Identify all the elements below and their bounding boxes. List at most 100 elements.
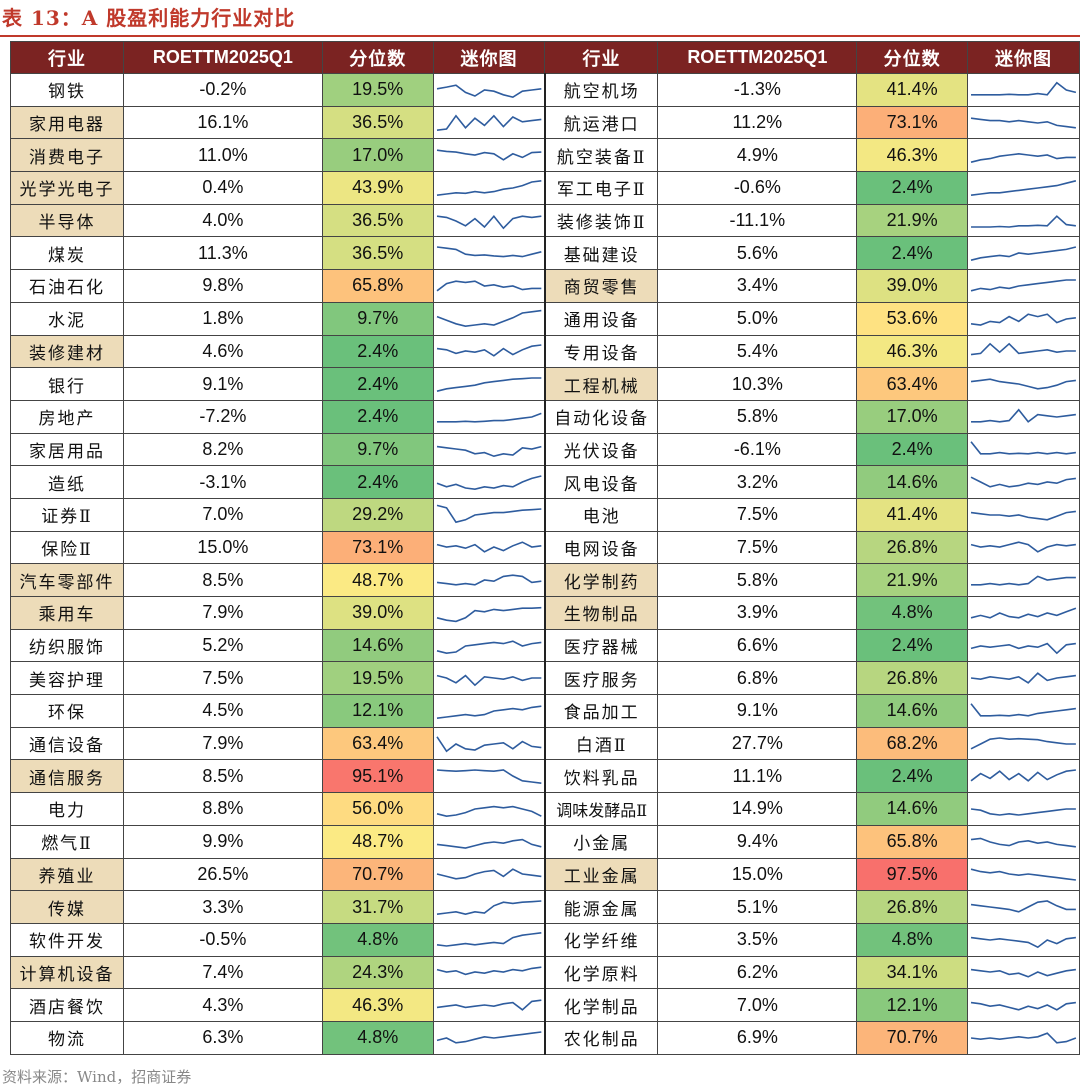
- industry-name: 养殖业: [10, 857, 124, 892]
- sparkline: [967, 105, 1080, 140]
- sparkline: [967, 432, 1080, 467]
- percentile-value: 63.4%: [856, 367, 969, 401]
- sparkline-line: [436, 113, 542, 131]
- table-row: 家居用品 8.2% 9.7% 光伏设备 -6.1% 2.4%: [10, 432, 1080, 467]
- header-percentile: 分位数: [856, 41, 969, 74]
- percentile-value: 53.6%: [856, 301, 969, 336]
- roe-value: 4.0%: [122, 203, 323, 238]
- sparkline-chart: [971, 1001, 1077, 1011]
- percentile-value: 2.4%: [856, 628, 969, 663]
- header-roe: ROETTM2025Q1: [657, 41, 858, 74]
- sparkline-chart: [436, 246, 542, 258]
- industry-name: 酒店餐饮: [10, 988, 124, 1022]
- percentile-value: 2.4%: [856, 432, 969, 467]
- sparkline-line: [971, 343, 1076, 356]
- table-row: 石油石化 9.8% 65.8% 商贸零售 3.4% 39.0%: [10, 269, 1080, 303]
- industry-name: 专用设备: [543, 334, 659, 369]
- sparkline-line: [436, 475, 542, 491]
- industry-name: 商贸零售: [543, 269, 659, 303]
- percentile-value: 14.6%: [321, 628, 434, 663]
- sparkline: [967, 890, 1080, 924]
- roe-value: 7.9%: [122, 726, 323, 761]
- sparkline: [967, 792, 1080, 826]
- sparkline-line: [971, 672, 1077, 685]
- sparkline-line: [971, 808, 1076, 816]
- roe-value: 9.9%: [122, 824, 323, 859]
- sparkline: [967, 726, 1080, 761]
- table-row: 房地产 -7.2% 2.4% 自动化设备 5.8% 17.0%: [10, 399, 1080, 434]
- industry-name: 化学原料: [543, 955, 659, 990]
- sparkline: [432, 269, 546, 303]
- sparkline: [432, 759, 546, 794]
- sparkline: [432, 955, 546, 990]
- industry-name: 环保: [10, 694, 124, 728]
- roe-value: 16.1%: [122, 105, 323, 140]
- industry-name: 证券Ⅱ: [10, 497, 124, 532]
- industry-name: 造纸: [10, 465, 124, 499]
- roe-value: 26.5%: [122, 857, 323, 892]
- industry-name: 银行: [10, 367, 124, 401]
- percentile-value: 12.1%: [856, 988, 969, 1022]
- sparkline-line: [971, 116, 1077, 129]
- industry-name: 乘用车: [10, 596, 124, 630]
- table-row: 光学光电子 0.4% 43.9% 军工电子Ⅱ -0.6% 2.4%: [10, 171, 1080, 205]
- sparkline-chart: [970, 279, 1076, 292]
- sparkline: [432, 138, 546, 173]
- sparkline-chart: [970, 607, 1077, 619]
- sparkline-line: [970, 246, 1077, 262]
- sparkline: [967, 563, 1080, 597]
- sparkline-line: [971, 408, 1077, 423]
- sparkline-chart: [436, 504, 542, 523]
- industry-name: 电池: [543, 497, 659, 532]
- table-row: 半导体 4.0% 36.5% 装修装饰Ⅱ -11.1% 21.9%: [10, 203, 1080, 238]
- percentile-value: 2.4%: [321, 334, 434, 369]
- industry-name: 航空机场: [543, 73, 659, 107]
- sparkline-line: [970, 769, 1077, 783]
- roe-value: 3.5%: [657, 922, 858, 957]
- roe-value: 0.4%: [122, 171, 323, 205]
- sparkline-line: [971, 179, 1077, 196]
- sparkline-chart: [436, 931, 542, 947]
- header-row: 行业 ROETTM2025Q1 分位数 迷你图 行业 ROETTM2025Q1 …: [10, 41, 1080, 74]
- roe-value: 6.3%: [122, 1020, 323, 1055]
- table-row: 酒店餐饮 4.3% 46.3% 化学制品 7.0% 12.1%: [10, 988, 1080, 1022]
- percentile-value: 2.4%: [321, 465, 434, 499]
- percentile-value: 21.9%: [856, 203, 969, 238]
- sparkline: [432, 203, 546, 238]
- percentile-value: 41.4%: [856, 73, 969, 107]
- percentile-value: 65.8%: [856, 824, 969, 859]
- industry-name: 化学制品: [543, 988, 659, 1022]
- sparkline-chart: [436, 149, 542, 161]
- industry-name: 家居用品: [10, 432, 124, 467]
- sparkline-line: [971, 510, 1077, 521]
- table-row: 汽车零部件 8.5% 48.7% 化学制药 5.8% 21.9%: [10, 563, 1080, 597]
- sparkline-line: [436, 838, 542, 849]
- sparkline: [432, 596, 546, 630]
- sparkline-chart: [436, 900, 542, 916]
- percentile-value: 36.5%: [321, 236, 434, 271]
- percentile-value: 73.1%: [856, 105, 969, 140]
- sparkline-chart: [436, 999, 542, 1011]
- sparkline-chart: [971, 900, 1076, 913]
- sparkline-line: [435, 735, 542, 752]
- percentile-value: 26.8%: [856, 530, 969, 565]
- sparkline-line: [970, 868, 1077, 882]
- sparkline-line: [970, 279, 1076, 292]
- sparkline-chart: [970, 541, 1077, 554]
- sparkline-line: [436, 214, 542, 230]
- sparkline-line: [436, 280, 541, 292]
- roe-value: 11.0%: [122, 138, 323, 173]
- roe-value: 7.5%: [122, 661, 323, 696]
- sparkline-chart: [435, 735, 542, 752]
- industry-name: 钢铁: [10, 73, 124, 107]
- sparkline: [967, 334, 1080, 369]
- industry-name: 电网设备: [543, 530, 659, 565]
- table-row: 水泥 1.8% 9.7% 通用设备 5.0% 53.6%: [10, 301, 1080, 336]
- roe-value: 8.2%: [122, 432, 323, 467]
- industry-name: 工程机械: [543, 367, 659, 401]
- percentile-value: 95.1%: [321, 759, 434, 794]
- industry-name: 光学光电子: [10, 171, 124, 205]
- percentile-value: 70.7%: [856, 1020, 969, 1055]
- sparkline: [432, 301, 546, 336]
- industry-name: 农化制品: [543, 1020, 659, 1055]
